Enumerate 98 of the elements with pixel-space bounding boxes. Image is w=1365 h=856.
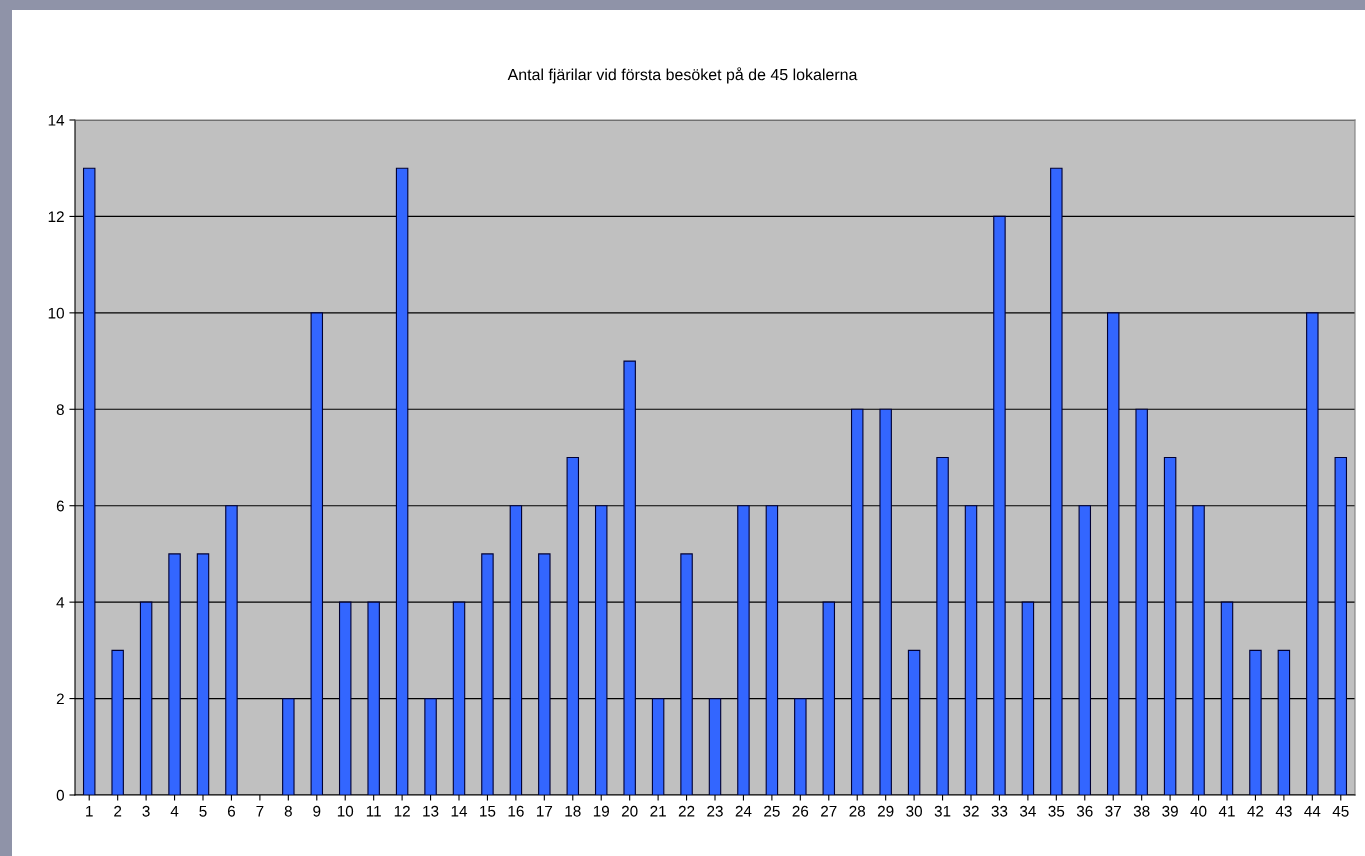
y-tick-label: 0	[56, 789, 64, 801]
x-tick-label: 37	[1105, 805, 1121, 817]
bar	[1078, 505, 1092, 795]
bar	[737, 505, 750, 795]
x-tick-label: 3	[142, 805, 150, 817]
x-tick-label: 21	[650, 805, 666, 817]
bar	[1334, 456, 1348, 795]
x-tick-label: 43	[1275, 805, 1292, 817]
x-tick-label: 44	[1304, 805, 1321, 817]
x-tick-label: 41	[1218, 805, 1235, 817]
bar	[594, 505, 608, 795]
x-tick-label: 11	[366, 805, 381, 817]
x-tick-label: 35	[1048, 805, 1065, 817]
x-tick-label: 33	[991, 805, 1008, 817]
x-tick-label: 24	[735, 805, 752, 817]
x-tick-label: 31	[934, 805, 951, 817]
x-tick-label: 36	[1076, 805, 1093, 817]
x-tick-label: 29	[877, 805, 894, 817]
x-tick-label: 14	[451, 805, 468, 817]
y-tick-label: 14	[48, 115, 65, 126]
y-tick-label: 2	[56, 693, 64, 705]
bar	[1192, 505, 1205, 795]
x-tick-label: 42	[1247, 805, 1264, 817]
x-tick-label: 45	[1332, 805, 1349, 817]
x-tick-label: 1	[86, 805, 93, 817]
bar	[282, 698, 295, 795]
bar	[794, 698, 807, 795]
bar	[338, 601, 352, 795]
bar	[1306, 312, 1319, 795]
bar	[481, 553, 494, 795]
x-tick-label: 19	[593, 805, 609, 817]
x-tick-label: 22	[678, 805, 695, 817]
x-tick-label: 6	[227, 805, 236, 817]
x-tick-label: 16	[508, 805, 524, 817]
chart-title: Antal fjärilar vid första besöket på de 45 lokalerna	[507, 67, 858, 84]
bar	[395, 167, 409, 795]
y-tick-label: 6	[56, 500, 64, 512]
bar	[1106, 312, 1120, 795]
bar	[196, 553, 210, 795]
bar	[452, 601, 466, 795]
y-tick-label: 12	[48, 211, 64, 222]
bar	[623, 360, 636, 795]
x-tick-label: 30	[906, 805, 923, 817]
bar	[1249, 649, 1262, 795]
bar	[1163, 456, 1177, 795]
x-tick-label: 17	[537, 805, 553, 817]
x-tick-label: 28	[849, 805, 866, 817]
bar	[680, 553, 693, 795]
bar	[993, 215, 1006, 795]
x-tick-label: 26	[792, 805, 809, 817]
bar	[310, 312, 324, 795]
bar	[936, 456, 949, 795]
bar	[850, 408, 864, 795]
x-tick-label: 4	[170, 805, 179, 817]
bar	[82, 167, 96, 795]
bar	[424, 698, 437, 795]
x-tick-label: 12	[394, 805, 410, 817]
y-tick-label: 8	[56, 404, 64, 415]
x-tick-label: 9	[313, 805, 321, 817]
x-tick-label: 27	[821, 805, 837, 817]
bar	[907, 649, 921, 795]
y-tick-label: 4	[56, 597, 65, 608]
bar	[168, 553, 181, 795]
x-tick-label: 7	[256, 805, 264, 817]
bar	[1050, 167, 1063, 795]
bar	[708, 698, 722, 795]
bar	[111, 649, 124, 795]
x-tick-label: 34	[1019, 805, 1036, 817]
x-tick-label: 38	[1133, 805, 1150, 817]
x-tick-label: 2	[114, 805, 122, 817]
x-tick-label: 40	[1190, 805, 1207, 817]
bar	[765, 505, 779, 795]
bar	[1277, 649, 1291, 795]
x-tick-label: 13	[423, 805, 439, 817]
x-tick-label: 5	[199, 805, 207, 817]
bar	[879, 408, 892, 795]
x-tick-label: 18	[565, 805, 581, 817]
bar	[1135, 408, 1148, 795]
bar	[367, 601, 380, 795]
bar	[822, 601, 836, 795]
bar	[139, 601, 153, 795]
bar	[566, 456, 580, 795]
x-tick-label: 25	[764, 805, 780, 817]
bar	[651, 698, 665, 795]
x-tick-label: 10	[337, 805, 354, 817]
bar	[509, 505, 523, 795]
bar	[1220, 601, 1234, 795]
bar	[964, 505, 978, 795]
bar	[225, 505, 238, 795]
bar	[1021, 601, 1035, 795]
bar	[538, 553, 551, 795]
x-tick-label: 39	[1162, 805, 1178, 817]
x-tick-label: 8	[284, 805, 292, 817]
x-tick-label: 15	[480, 805, 496, 817]
x-tick-label: 32	[963, 805, 979, 817]
x-tick-label: 23	[707, 805, 723, 817]
x-tick-label: 20	[621, 805, 638, 817]
y-tick-label: 10	[48, 307, 64, 319]
